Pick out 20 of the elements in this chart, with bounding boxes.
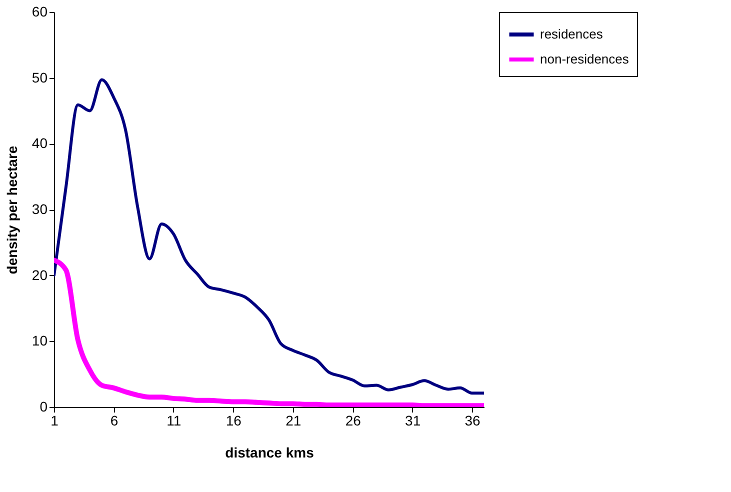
x-axis-title: distance kms bbox=[225, 444, 314, 460]
legend-label: residences bbox=[540, 26, 604, 42]
y-tick-label: 50 bbox=[32, 69, 48, 86]
line-series bbox=[54, 78, 484, 395]
x-tick-label: 31 bbox=[405, 412, 421, 428]
x-tick-label: 11 bbox=[166, 412, 182, 428]
y-tick-label: 30 bbox=[32, 201, 48, 217]
x-tick-label: 16 bbox=[226, 412, 242, 428]
legend-label: non-residences bbox=[540, 52, 630, 66]
y-tick-label: 60 bbox=[32, 4, 48, 20]
x-tick-label: 26 bbox=[345, 412, 362, 428]
x-tick-label: 21 bbox=[286, 412, 302, 428]
y-tick-label: 0 bbox=[40, 398, 48, 414]
x-tick-label: 6 bbox=[110, 412, 118, 428]
x-tick-label: 36 bbox=[464, 412, 481, 428]
y-tick-label: 40 bbox=[32, 135, 48, 152]
y-tick-label: 20 bbox=[32, 266, 48, 283]
y-axis-title: density per hectare bbox=[4, 146, 20, 274]
y-tick-label: 10 bbox=[32, 332, 48, 349]
x-tick-label: 1 bbox=[50, 412, 59, 428]
